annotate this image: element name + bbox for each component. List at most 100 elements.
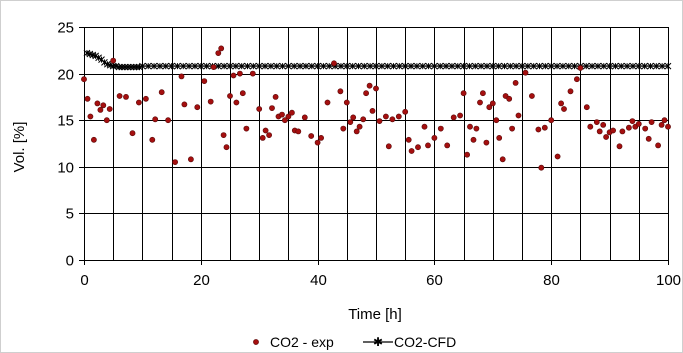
y-tick-label: 25 xyxy=(57,20,74,37)
exp-point xyxy=(103,117,110,124)
exp-point xyxy=(538,164,545,171)
exp-point xyxy=(460,90,467,97)
exp-point xyxy=(473,125,480,132)
exp-point xyxy=(356,123,363,130)
cfd-point xyxy=(524,62,532,70)
exp-point xyxy=(415,144,421,151)
exp-point xyxy=(554,153,561,160)
cfd-point xyxy=(203,62,210,70)
exp-point xyxy=(129,130,136,137)
cfd-point xyxy=(109,62,117,70)
exp-point xyxy=(318,134,324,141)
cfd-point xyxy=(179,62,187,70)
cfd-point xyxy=(542,62,549,70)
cfd-point xyxy=(401,62,409,70)
cfd-point xyxy=(565,62,573,70)
cfd-point xyxy=(197,62,205,70)
cfd-point xyxy=(273,62,281,70)
exp-point xyxy=(239,90,246,97)
cfd-point xyxy=(641,62,648,70)
x-tick-label: 0 xyxy=(80,272,88,289)
exp-point xyxy=(548,117,555,124)
exp-point xyxy=(402,108,409,115)
cfd-point xyxy=(250,62,257,70)
exp-point xyxy=(626,124,632,131)
cfd-point xyxy=(238,62,246,70)
cfd-point xyxy=(501,62,508,70)
cfd-point xyxy=(612,62,619,70)
exp-point xyxy=(135,99,142,106)
cfd-point xyxy=(419,62,427,70)
exp-point xyxy=(116,93,123,99)
y-tick-label: 10 xyxy=(57,160,74,177)
x-tick-label: 40 xyxy=(310,272,327,289)
exp-point xyxy=(97,107,104,113)
cfd-point xyxy=(302,62,310,70)
exp-point xyxy=(227,93,233,99)
exp-point xyxy=(561,106,567,112)
exp-point xyxy=(499,156,506,163)
cfd-point xyxy=(506,62,514,70)
cfd-point xyxy=(594,62,602,70)
cfd-point xyxy=(220,62,228,70)
exp-point xyxy=(369,108,376,114)
exp-point xyxy=(353,128,360,135)
exp-point xyxy=(172,159,178,165)
exp-point xyxy=(470,136,477,143)
cfd-point xyxy=(384,62,392,70)
y-axis-title: Vol. [%] xyxy=(11,122,28,173)
exp-point xyxy=(215,50,222,56)
cfd-point xyxy=(162,62,170,70)
cfd-point xyxy=(553,62,561,70)
exp-point xyxy=(486,104,493,111)
cfd-point xyxy=(124,63,132,71)
cfd-point xyxy=(425,62,432,70)
cfd-point xyxy=(530,62,538,70)
cfd-point xyxy=(442,62,450,70)
exp-point xyxy=(603,134,609,140)
exp-point xyxy=(181,101,188,108)
cfd-point xyxy=(413,62,421,70)
exp-point xyxy=(405,136,412,143)
cfd-point xyxy=(407,62,415,70)
cfd-point xyxy=(396,62,403,70)
cfd-point xyxy=(372,62,380,70)
exp-point xyxy=(506,95,513,102)
cfd-point xyxy=(664,62,672,70)
exp-point xyxy=(347,119,354,125)
cfd-point xyxy=(559,62,567,70)
exp-point xyxy=(295,128,302,135)
exp-point xyxy=(100,102,107,109)
exp-point xyxy=(314,139,321,146)
cfd-point xyxy=(139,62,146,70)
exp-point xyxy=(408,148,415,154)
exp-point xyxy=(285,113,292,120)
cfd-point xyxy=(150,62,158,70)
cfd-point xyxy=(255,62,263,70)
exp-point xyxy=(142,95,149,102)
cfd-point xyxy=(261,62,269,70)
legend-label-co2-cfd: CO2-CFD xyxy=(394,334,456,350)
exp-point xyxy=(541,124,548,131)
exp-point xyxy=(558,100,564,107)
exp-point xyxy=(220,132,227,138)
cfd-point xyxy=(174,62,181,70)
exp-point xyxy=(366,82,373,89)
exp-point xyxy=(87,113,94,120)
exp-point xyxy=(207,98,214,105)
exp-point xyxy=(395,113,402,120)
cfd-point xyxy=(349,62,356,70)
cfd-point xyxy=(390,62,397,70)
exp-point xyxy=(635,121,642,127)
exp-point xyxy=(256,106,263,112)
exp-point xyxy=(385,143,392,150)
exp-point xyxy=(477,99,483,106)
cfd-point xyxy=(92,52,100,60)
cfd-point xyxy=(95,54,102,62)
cfd-point xyxy=(606,62,613,70)
exp-point xyxy=(236,70,243,77)
exp-point xyxy=(337,88,344,95)
exp-point xyxy=(661,117,668,124)
cfd-point xyxy=(127,63,135,71)
cfd-point xyxy=(366,62,374,70)
